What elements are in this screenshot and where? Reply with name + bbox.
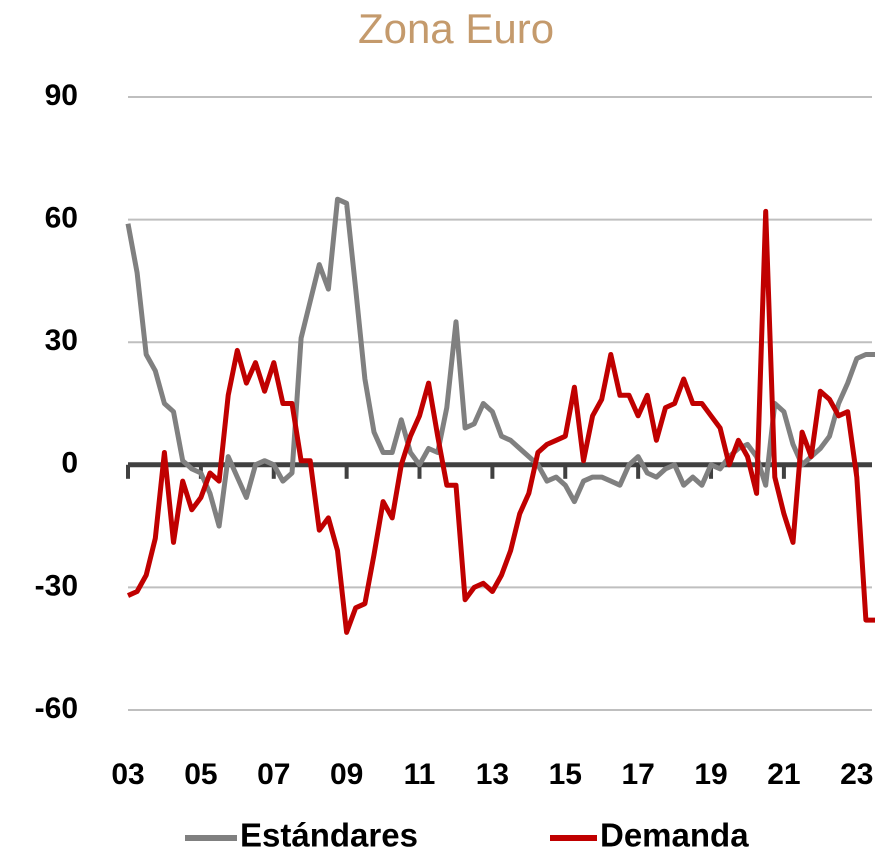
x-tick-label: 15 — [549, 758, 582, 791]
series-line — [125, 196, 875, 529]
series-line — [126, 208, 875, 635]
x-tick-label: 19 — [694, 758, 727, 791]
y-tick-label: -30 — [35, 569, 78, 602]
x-tick-label: 11 — [404, 758, 436, 791]
legend-label: Estándares — [240, 817, 418, 854]
x-tick-label: 05 — [184, 758, 217, 791]
x-tick-label: 13 — [476, 758, 509, 791]
x-tick-label: 23 — [840, 758, 873, 791]
x-tick-label: 07 — [257, 758, 290, 791]
y-tick-label: 30 — [45, 324, 78, 357]
legend-label: Demanda — [600, 817, 749, 854]
y-tick-label: 60 — [45, 202, 78, 235]
x-tick-label: 03 — [111, 758, 144, 791]
x-tick-label: 09 — [330, 758, 363, 791]
y-tick-label: 0 — [61, 447, 78, 480]
x-tick-label: 17 — [621, 758, 654, 791]
y-tick-label: 90 — [45, 79, 78, 112]
y-tick-label: -60 — [35, 692, 78, 725]
x-tick-label: 21 — [767, 758, 800, 791]
chart-title: Zona Euro — [358, 5, 554, 52]
